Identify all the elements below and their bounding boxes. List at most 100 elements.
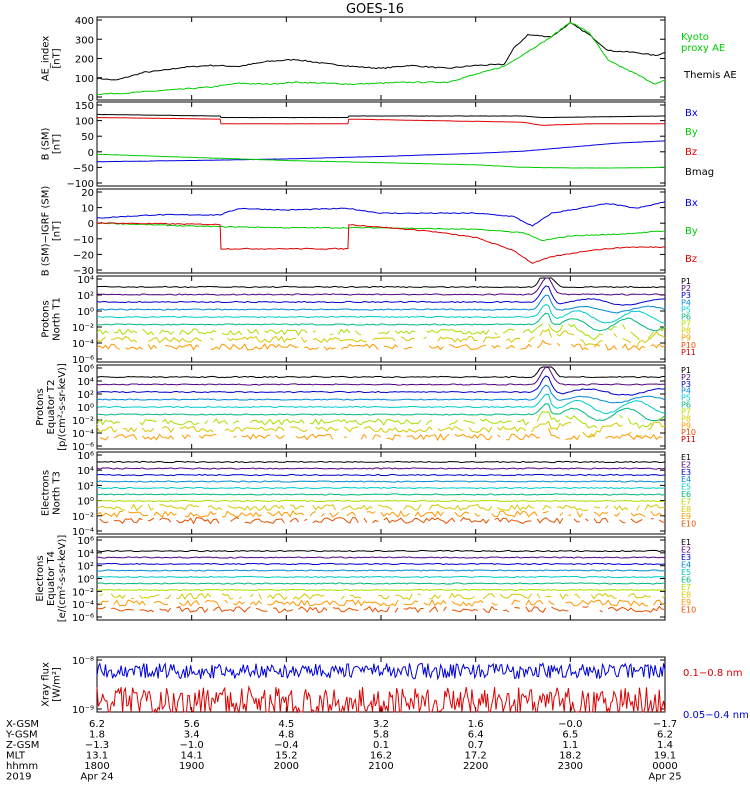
flux-channel-line xyxy=(429,594,441,600)
flux-channel-line xyxy=(250,600,263,606)
channel-legend: P2 xyxy=(681,373,691,382)
flux-channel-line xyxy=(613,333,618,338)
flux-channel-line xyxy=(227,335,296,344)
series-line xyxy=(96,153,665,169)
flux-channel-line xyxy=(482,593,495,600)
flux-channel-line xyxy=(147,504,155,511)
flux-channel-line xyxy=(451,600,484,607)
flux-channel-line xyxy=(255,607,268,612)
flux-channel-line xyxy=(363,605,390,613)
y-axis-label: [nT] xyxy=(52,134,63,154)
channel-legend: P5 xyxy=(681,394,691,403)
flux-channel-line xyxy=(139,419,157,426)
flux-channel-line xyxy=(565,434,581,441)
y-tick-label: 10⁰ xyxy=(77,497,94,508)
ephem-value: 6.2 xyxy=(657,730,673,741)
flux-channel-line xyxy=(448,343,487,351)
flux-channel-line xyxy=(97,562,666,566)
flux-channel-line xyxy=(99,518,109,524)
y-tick-label: 10⁰ xyxy=(77,307,94,318)
ephem-value: −1.7 xyxy=(653,719,677,730)
flux-channel-line xyxy=(491,510,538,518)
channel-legend: P3 xyxy=(681,380,691,389)
flux-channel-line xyxy=(244,518,285,524)
flux-channel-line xyxy=(267,599,399,607)
flux-channel-line xyxy=(233,435,237,439)
ephem-value: 4.5 xyxy=(278,719,294,730)
flux-channel-line xyxy=(96,312,666,332)
series-line xyxy=(96,21,666,81)
flux-channel-line xyxy=(312,337,367,344)
flux-channel-line xyxy=(304,518,308,521)
channel-legend: E5 xyxy=(681,568,691,577)
flux-channel-line xyxy=(213,418,228,425)
flux-channel-line xyxy=(505,433,541,441)
flux-channel-line xyxy=(275,434,285,439)
flux-channel-line xyxy=(96,505,126,511)
flux-channel-line xyxy=(437,425,464,432)
legend-entry: Bz xyxy=(685,254,697,265)
flux-channel-line xyxy=(449,419,459,426)
flux-channel-line xyxy=(593,505,600,509)
y-tick-label: 0 xyxy=(88,148,94,159)
y-axis-label: North T3 xyxy=(52,471,63,515)
flux-channel-line xyxy=(528,336,535,343)
panel-pe: 10⁶ 10⁴ 10² 10⁰ 10⁻² 10⁻⁴ 10⁻⁶ Protons Equator T… xyxy=(35,363,696,453)
flux-channel-line xyxy=(267,593,288,601)
flux-channel-line xyxy=(582,422,623,438)
series-line xyxy=(97,21,666,95)
flux-channel-line xyxy=(360,433,368,440)
flux-channel-line xyxy=(309,418,422,426)
flux-channel-line xyxy=(153,510,177,518)
flux-channel-line xyxy=(125,346,143,351)
flux-channel-line xyxy=(378,330,390,335)
flux-channel-line xyxy=(556,504,589,512)
flux-channel-line xyxy=(545,595,552,598)
channel-legend: E5 xyxy=(681,483,691,492)
series-line xyxy=(96,201,666,227)
flux-channel-line xyxy=(505,344,515,349)
flux-channel-line xyxy=(355,330,362,336)
flux-channel-line xyxy=(613,505,629,511)
flux-channel-line xyxy=(400,336,416,342)
y-tick-label: 10⁻⁶ xyxy=(72,355,94,366)
ephem-value: 18.2 xyxy=(559,751,581,762)
legend-entry: 0.1−0.8 nm xyxy=(683,668,742,679)
flux-channel-line xyxy=(497,503,535,511)
channel-legend: P9 xyxy=(681,421,691,430)
flux-channel-line xyxy=(590,592,617,600)
y-axis-label: Electrons xyxy=(41,470,52,516)
legend-entry: proxy AE xyxy=(681,43,725,54)
y-tick-label: 300 xyxy=(75,35,94,46)
flux-channel-line xyxy=(96,403,666,422)
panel-frame xyxy=(96,101,666,187)
flux-channel-line xyxy=(531,420,572,433)
ephem-value: −0.4 xyxy=(274,740,298,751)
channel-legend: P11 xyxy=(681,348,696,357)
flux-channel-line xyxy=(258,594,263,600)
ephem-value: 6.5 xyxy=(562,730,578,741)
flux-channel-line xyxy=(542,510,549,514)
flux-channel-line xyxy=(403,504,422,511)
flux-channel-line xyxy=(525,606,547,613)
legend-entry: By xyxy=(685,127,698,138)
y-axis-label: AE_index xyxy=(41,36,52,82)
flux-channel-line xyxy=(539,328,552,338)
ephem-value: 5.6 xyxy=(184,719,200,730)
series-group xyxy=(96,201,666,264)
flux-channel-line xyxy=(321,512,325,517)
flux-channel-line xyxy=(650,343,666,349)
flux-channel-line xyxy=(147,344,157,350)
y-tick-label: 10⁰ xyxy=(77,403,94,414)
ephem-value: 0.7 xyxy=(468,740,484,751)
flux-channel-line xyxy=(474,512,481,517)
legend-entry: Kyoto xyxy=(681,32,709,43)
channel-legend: E3 xyxy=(681,553,691,562)
series-line xyxy=(96,222,666,264)
panel-pn: 10⁴ 10² 10⁰ 10⁻² 10⁻⁴ 10⁻⁶ Protons North T1 P1P2… xyxy=(41,275,697,366)
flux-channel-line xyxy=(542,504,552,511)
ephem-value: 14.1 xyxy=(181,751,203,762)
panel-frame xyxy=(96,656,666,713)
